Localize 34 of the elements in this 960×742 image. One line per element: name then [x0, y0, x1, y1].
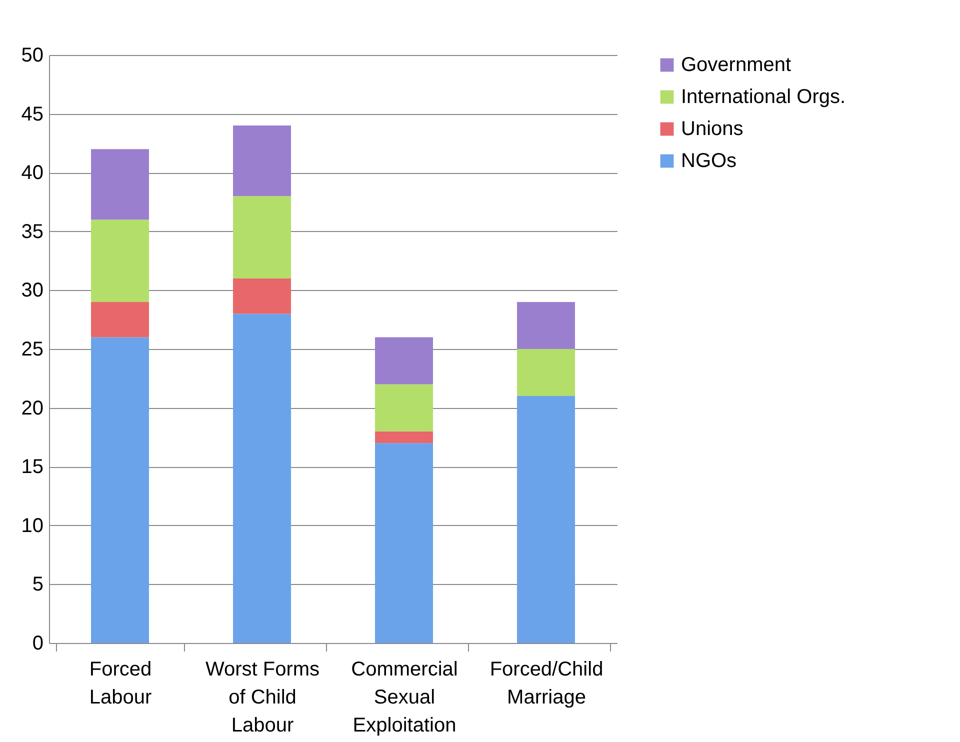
bar [91, 337, 149, 643]
bar [375, 431, 433, 444]
y-tick-label: 40 [21, 162, 44, 184]
y-tick-label: 5 [32, 574, 44, 596]
bar [233, 196, 291, 278]
x-tick-label: Worst Forms of Child Labour [205, 658, 320, 736]
bar [91, 220, 149, 302]
y-tick-label: 50 [21, 44, 44, 66]
legend-label: Unions [681, 118, 744, 140]
legend-label: Government [681, 54, 792, 76]
bar [233, 278, 291, 314]
legend-label: NGOs [681, 150, 737, 172]
x-tick-label: Commercial Sexual Exploitation [351, 658, 458, 736]
bar [375, 443, 433, 643]
y-tick-label: 20 [21, 397, 44, 420]
bar [91, 149, 149, 220]
y-tick-label: 30 [21, 280, 44, 302]
bar [375, 384, 433, 432]
bar [375, 337, 433, 384]
y-tick-label: 15 [21, 456, 44, 478]
bar [233, 126, 291, 196]
legend-label: International Orgs. [681, 86, 846, 108]
y-tick-label: 35 [21, 220, 44, 243]
bar [91, 302, 149, 338]
x-tick-label: Forced Labour [89, 658, 152, 708]
y-tick-label: 45 [21, 103, 44, 126]
y-tick-label: 10 [21, 514, 44, 537]
y-tick-label: 25 [21, 338, 44, 360]
bar [517, 396, 575, 643]
bar [517, 349, 575, 396]
bar [517, 302, 575, 349]
bar [233, 314, 291, 643]
y-tick-label: 0 [32, 632, 44, 654]
x-tick-label: Forced/Child Marriage [490, 658, 604, 708]
